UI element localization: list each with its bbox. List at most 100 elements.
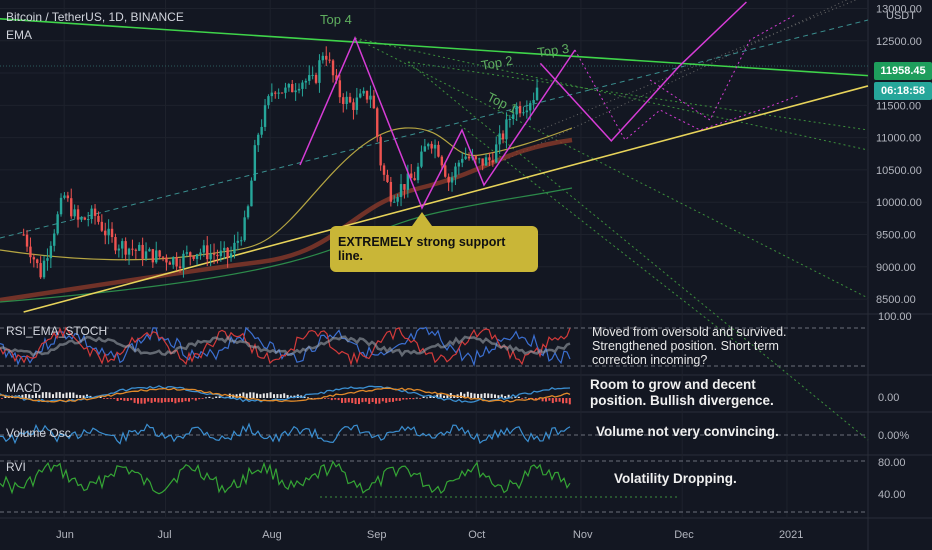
candle-body — [277, 92, 280, 94]
support-callout[interactable]: EXTREMELY strong support line. — [330, 212, 538, 272]
candle-body — [49, 245, 53, 259]
candle-body — [369, 95, 372, 100]
macd-histogram-bar — [405, 398, 408, 400]
candle-body — [413, 178, 416, 181]
candle-body — [240, 240, 243, 242]
candle-body — [427, 143, 430, 147]
support-trend-line[interactable] — [23, 85, 869, 313]
macd-histogram-bar — [31, 394, 34, 398]
candle-body — [297, 88, 301, 91]
macd-histogram-bar — [514, 396, 517, 398]
macd-note[interactable]: Room to grow and decent position. Bullis… — [590, 377, 774, 408]
rsi-note[interactable]: Moved from oversold and survived. Streng… — [592, 325, 787, 367]
macd-histogram-bar — [269, 392, 272, 398]
macd-histogram-bar — [378, 398, 381, 404]
macd-histogram-bar — [558, 398, 561, 402]
candle-body — [185, 252, 189, 254]
macd-histogram-bar — [507, 394, 510, 398]
macd-histogram-bar — [565, 398, 568, 404]
macd-histogram-bar — [276, 394, 279, 398]
macd-histogram-bar — [48, 392, 51, 398]
macd-histogram-bar — [439, 393, 442, 398]
candle-body — [522, 112, 525, 114]
macd-histogram-bar — [208, 396, 211, 398]
candle-body — [124, 241, 127, 255]
macd-histogram-bar — [120, 398, 122, 400]
candle-body — [97, 215, 100, 222]
indicator-label[interactable]: EMA — [6, 28, 33, 42]
trend-lines — [0, 18, 869, 313]
candle-body — [134, 249, 138, 251]
macd-histogram-bar — [133, 398, 136, 403]
macd-histogram-bar — [130, 398, 133, 401]
macd-histogram-bar — [551, 398, 554, 404]
zigzag-pattern — [299, 1, 801, 210]
candle-body — [430, 143, 433, 149]
time-axis-label: 2021 — [779, 529, 803, 541]
candle-body — [59, 197, 63, 215]
macd-histogram-bar — [504, 396, 507, 398]
candle-body — [212, 253, 216, 255]
macd-pane-label[interactable]: MACD — [6, 381, 42, 395]
macd-histogram-bar — [191, 398, 194, 400]
candle-body — [321, 55, 325, 61]
candle-body — [535, 87, 539, 100]
macd-histogram-bar — [249, 392, 252, 398]
macd-histogram-bar — [436, 394, 439, 398]
rvi-pane-label[interactable]: RVI — [6, 460, 26, 474]
candle-body — [144, 251, 148, 259]
candle-body — [399, 184, 403, 198]
candle-body — [416, 166, 420, 181]
price-axis[interactable]: 13000.0012500.0012000.0011500.0011000.00… — [876, 3, 922, 306]
candle-body — [121, 241, 124, 249]
macd-histogram-bar — [470, 392, 473, 398]
candle-body — [270, 92, 274, 97]
candle-body — [127, 248, 131, 255]
macd-histogram-bar — [364, 398, 367, 402]
volume-pane-label[interactable]: Volume Osc — [6, 426, 71, 440]
price-axis-label: 11500.00 — [876, 100, 921, 112]
macd-histogram-bar — [385, 398, 388, 403]
macd-histogram-bar — [286, 394, 289, 398]
macd-histogram-bar — [354, 398, 357, 405]
candle-body — [236, 240, 240, 243]
candle-body — [348, 96, 352, 103]
macd-histogram-bar — [388, 398, 391, 403]
price-axis-label: 11000.00 — [876, 133, 921, 145]
candle-body — [301, 82, 304, 89]
candle-body — [53, 233, 56, 246]
candle-body — [226, 247, 229, 258]
macd-histogram-bar — [164, 398, 167, 403]
volume-note[interactable]: Volume not very convincing. — [596, 424, 779, 439]
resistance-trend-line[interactable] — [0, 18, 869, 77]
price-axis-label: 10000.00 — [876, 197, 922, 209]
candle-body — [32, 257, 36, 260]
candle-body — [328, 59, 331, 61]
candle-body — [491, 160, 495, 163]
candle-body — [335, 75, 338, 81]
rvi-note[interactable]: Volatility Dropping. — [614, 471, 737, 486]
candle-body — [437, 144, 440, 157]
rsi-pane-label[interactable]: RSI_EMA_STOCH — [6, 324, 108, 338]
candle-body — [158, 250, 161, 257]
macd-histogram-bar — [324, 398, 326, 399]
candle-body — [331, 60, 335, 76]
candle-body — [389, 181, 393, 202]
macd-histogram-bar — [347, 398, 350, 403]
time-axis[interactable]: Jun Jul Aug Sep Oct Nov Dec 2021 — [56, 529, 803, 541]
macd-axis-label: 0.00 — [878, 392, 900, 404]
rsi-pane — [0, 326, 868, 367]
candle-body — [501, 133, 505, 140]
macd-histogram-bar — [58, 392, 61, 398]
candle-body — [155, 250, 158, 263]
candle-body — [365, 90, 369, 100]
macd-histogram-bar — [555, 398, 558, 402]
candle-body — [386, 174, 389, 182]
candle-body — [525, 110, 529, 113]
candle-body — [478, 158, 481, 160]
macd-histogram-bar — [562, 398, 564, 404]
candle-body — [209, 253, 212, 260]
candle-body — [325, 55, 328, 60]
price-axis-label: 13000.00 — [876, 3, 922, 15]
